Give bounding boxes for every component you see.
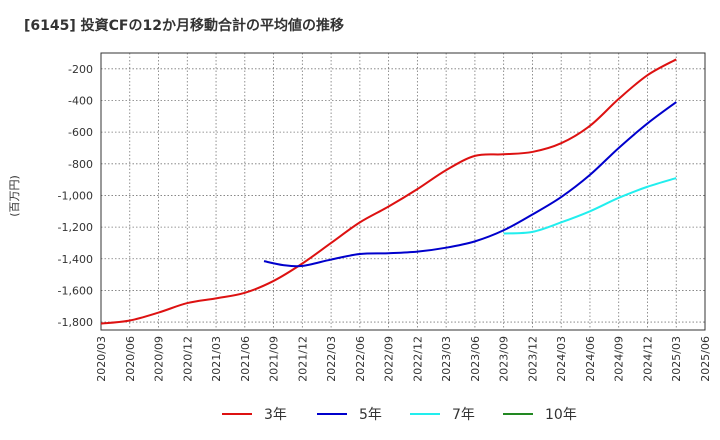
x-tick-label: 2023/03 xyxy=(440,336,453,382)
chart-title: [6145] 投資CFの12か月移動合計の平均値の推移 xyxy=(24,17,344,34)
x-tick-label: 2024/03 xyxy=(555,336,568,382)
legend-label: 5年 xyxy=(359,407,382,423)
y-axis-label: (百万円) xyxy=(8,175,21,217)
y-tick-label: -1,000 xyxy=(58,189,93,202)
x-tick-label: 2021/12 xyxy=(296,336,309,382)
x-ticks: 2020/03 2020/06 2020/09 2020/12 2021/03 2021/… xyxy=(95,336,712,382)
y-tick-label: -800 xyxy=(68,158,93,171)
x-tick-label: 2020/06 xyxy=(124,336,137,382)
plot-area-border xyxy=(100,52,706,331)
x-tick-label: 2022/09 xyxy=(383,336,396,382)
y-tick-label: -1,600 xyxy=(58,284,93,297)
legend-label: 7年 xyxy=(452,407,475,423)
grid xyxy=(100,53,706,330)
y-tick-label: -1,800 xyxy=(58,316,93,329)
legend-label: 3年 xyxy=(264,407,287,423)
x-tick-label: 2025/03 xyxy=(670,336,683,382)
y-tick-label: -200 xyxy=(68,63,93,76)
y-tick-label: -1,400 xyxy=(58,253,93,266)
x-tick-label: 2020/03 xyxy=(95,336,108,382)
x-tick-label: 2024/06 xyxy=(584,336,597,382)
x-tick-label: 2021/09 xyxy=(268,336,281,382)
y-tick-label: -600 xyxy=(68,126,93,139)
x-tick-label: 2025/06 xyxy=(699,336,712,382)
x-tick-label: 2021/06 xyxy=(239,336,252,382)
x-tick-label: 2021/03 xyxy=(210,336,223,382)
legend: 3年 5年 7年 10年 xyxy=(222,407,577,423)
x-tick-label: 2023/09 xyxy=(498,336,511,382)
series xyxy=(100,58,677,325)
y-ticks: -200 -400 -600 -800 -1,000 -1,200 -1,400 -1,600… xyxy=(58,63,93,329)
x-tick-label: 2022/06 xyxy=(354,336,367,382)
x-tick-label: 2023/12 xyxy=(526,336,539,382)
y-tick-label: -400 xyxy=(68,94,93,107)
y-tick-label: -1,200 xyxy=(58,221,93,234)
series-line-3年 xyxy=(100,58,677,325)
x-tick-label: 2020/12 xyxy=(181,336,194,382)
x-tick-label: 2024/09 xyxy=(613,336,626,382)
series-line-7年 xyxy=(503,177,677,235)
x-tick-label: 2022/03 xyxy=(325,336,338,382)
legend-label: 10年 xyxy=(545,407,577,423)
series-line-5年 xyxy=(263,101,677,268)
x-tick-label: 2022/12 xyxy=(411,336,424,382)
x-tick-label: 2024/12 xyxy=(641,336,654,382)
x-tick-label: 2020/09 xyxy=(153,336,166,382)
x-tick-label: 2023/06 xyxy=(469,336,482,382)
